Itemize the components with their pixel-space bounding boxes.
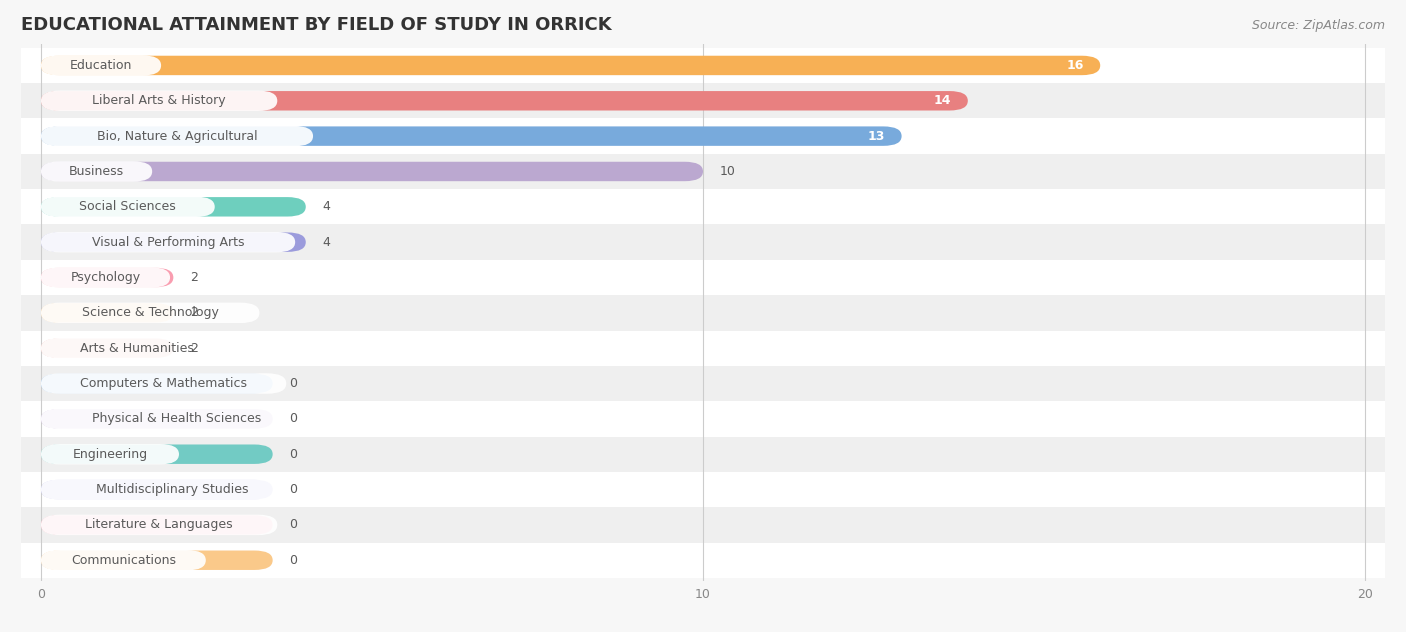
- Text: 16: 16: [1066, 59, 1084, 72]
- FancyBboxPatch shape: [41, 444, 273, 464]
- FancyBboxPatch shape: [41, 550, 205, 571]
- Text: Multidisciplinary Studies: Multidisciplinary Studies: [96, 483, 249, 496]
- FancyBboxPatch shape: [8, 401, 1398, 437]
- Text: 0: 0: [290, 554, 297, 567]
- FancyBboxPatch shape: [41, 162, 703, 181]
- Text: 0: 0: [290, 377, 297, 390]
- FancyBboxPatch shape: [8, 48, 1398, 83]
- Text: 0: 0: [290, 412, 297, 425]
- FancyBboxPatch shape: [41, 409, 314, 429]
- FancyBboxPatch shape: [41, 479, 304, 500]
- FancyBboxPatch shape: [8, 260, 1398, 295]
- FancyBboxPatch shape: [8, 366, 1398, 401]
- FancyBboxPatch shape: [8, 83, 1398, 118]
- FancyBboxPatch shape: [41, 339, 173, 358]
- FancyBboxPatch shape: [41, 303, 260, 323]
- FancyBboxPatch shape: [8, 331, 1398, 366]
- Text: 4: 4: [322, 236, 330, 248]
- FancyBboxPatch shape: [41, 268, 173, 287]
- FancyBboxPatch shape: [8, 295, 1398, 331]
- FancyBboxPatch shape: [8, 437, 1398, 472]
- Text: 0: 0: [290, 518, 297, 532]
- Text: Liberal Arts & History: Liberal Arts & History: [93, 94, 226, 107]
- Text: 2: 2: [190, 307, 198, 319]
- Text: Psychology: Psychology: [70, 271, 141, 284]
- FancyBboxPatch shape: [8, 154, 1398, 189]
- FancyBboxPatch shape: [41, 233, 305, 252]
- FancyBboxPatch shape: [8, 472, 1398, 507]
- Text: Business: Business: [69, 165, 124, 178]
- FancyBboxPatch shape: [41, 126, 314, 147]
- FancyBboxPatch shape: [41, 303, 173, 322]
- Text: Bio, Nature & Agricultural: Bio, Nature & Agricultural: [97, 130, 257, 143]
- FancyBboxPatch shape: [41, 161, 152, 181]
- Text: Science & Technology: Science & Technology: [82, 307, 218, 319]
- Text: Arts & Humanities: Arts & Humanities: [80, 342, 194, 355]
- Text: Source: ZipAtlas.com: Source: ZipAtlas.com: [1251, 19, 1385, 32]
- Text: Engineering: Engineering: [72, 447, 148, 461]
- FancyBboxPatch shape: [41, 338, 232, 358]
- Text: 4: 4: [322, 200, 330, 214]
- FancyBboxPatch shape: [41, 91, 967, 111]
- Text: Literature & Languages: Literature & Languages: [86, 518, 233, 532]
- Text: Computers & Mathematics: Computers & Mathematics: [80, 377, 247, 390]
- Text: EDUCATIONAL ATTAINMENT BY FIELD OF STUDY IN ORRICK: EDUCATIONAL ATTAINMENT BY FIELD OF STUDY…: [21, 16, 612, 34]
- FancyBboxPatch shape: [8, 542, 1398, 578]
- FancyBboxPatch shape: [41, 514, 277, 535]
- Text: 0: 0: [290, 483, 297, 496]
- FancyBboxPatch shape: [41, 90, 277, 111]
- FancyBboxPatch shape: [41, 374, 273, 393]
- FancyBboxPatch shape: [41, 232, 295, 252]
- Text: Social Sciences: Social Sciences: [80, 200, 176, 214]
- FancyBboxPatch shape: [41, 55, 162, 76]
- Text: 10: 10: [720, 165, 735, 178]
- Text: 2: 2: [190, 342, 198, 355]
- FancyBboxPatch shape: [41, 550, 273, 570]
- FancyBboxPatch shape: [8, 224, 1398, 260]
- FancyBboxPatch shape: [41, 56, 1101, 75]
- Text: 13: 13: [868, 130, 884, 143]
- FancyBboxPatch shape: [41, 374, 287, 394]
- Text: 0: 0: [290, 447, 297, 461]
- FancyBboxPatch shape: [8, 189, 1398, 224]
- FancyBboxPatch shape: [41, 126, 901, 146]
- Text: Communications: Communications: [70, 554, 176, 567]
- Text: 2: 2: [190, 271, 198, 284]
- Text: Education: Education: [70, 59, 132, 72]
- FancyBboxPatch shape: [41, 444, 179, 465]
- FancyBboxPatch shape: [8, 118, 1398, 154]
- FancyBboxPatch shape: [41, 409, 273, 428]
- Text: Physical & Health Sciences: Physical & Health Sciences: [93, 412, 262, 425]
- FancyBboxPatch shape: [41, 267, 170, 288]
- FancyBboxPatch shape: [41, 197, 215, 217]
- FancyBboxPatch shape: [41, 480, 273, 499]
- FancyBboxPatch shape: [8, 507, 1398, 542]
- Text: Visual & Performing Arts: Visual & Performing Arts: [91, 236, 245, 248]
- FancyBboxPatch shape: [41, 197, 305, 217]
- Text: 14: 14: [934, 94, 952, 107]
- FancyBboxPatch shape: [41, 515, 273, 535]
